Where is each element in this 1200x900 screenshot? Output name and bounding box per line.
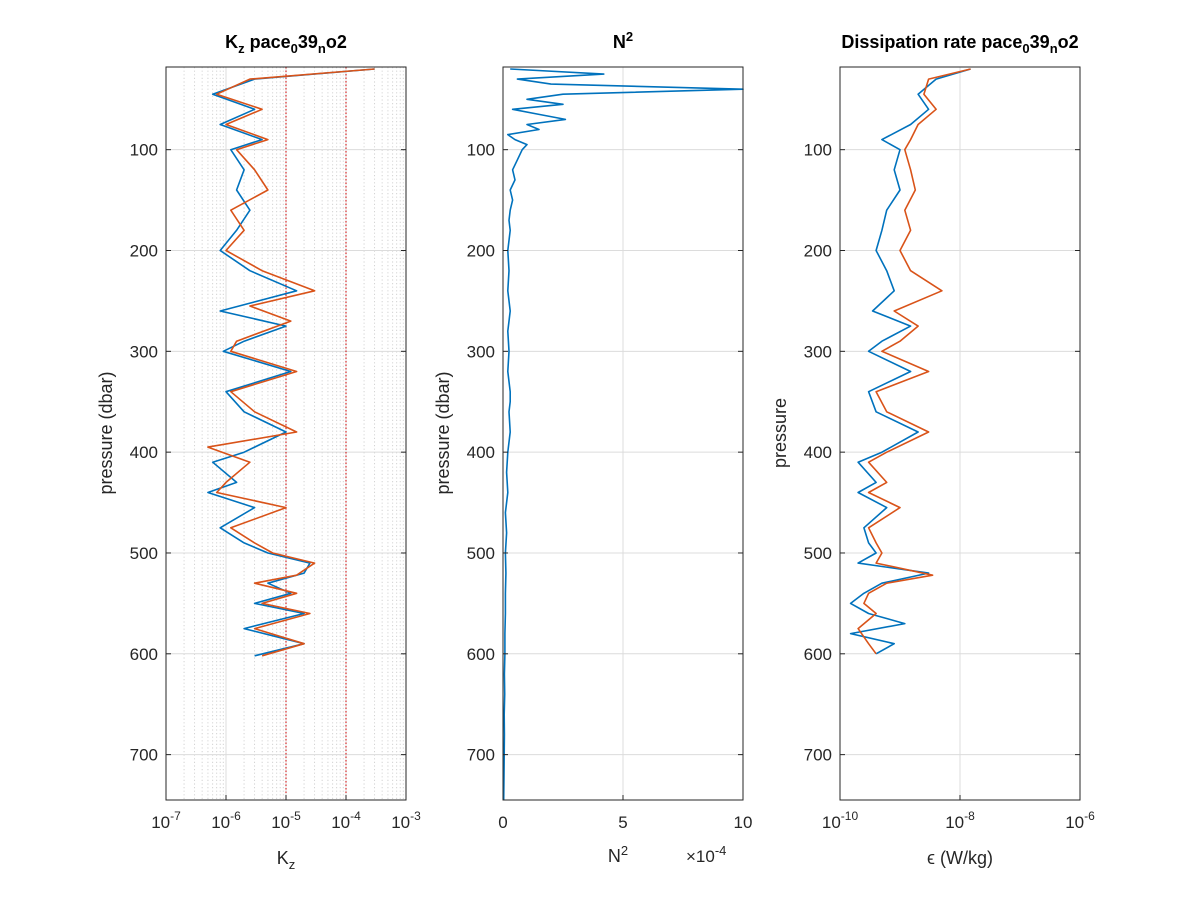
dissipation-y-tick-label: 500 — [804, 544, 832, 563]
kz-x-tick-label: 10-6 — [211, 809, 241, 832]
dissipation-y-tick-label: 600 — [804, 645, 832, 664]
kz-x-tick-labels: 10-7 10-6 10-5 10-4 10-3 — [151, 795, 421, 832]
dissipation-y-tick-label: 300 — [804, 342, 832, 361]
n2-panel: N2 0 5 10 100 200 300 400 500 600 700 N2 ×10-4 p… — [433, 29, 752, 866]
kz-x-tick-label: 10-5 — [271, 809, 301, 832]
dissipation-x-tick-labels: 10-10 10-8 10-6 — [822, 795, 1095, 832]
kz-y-tick-label: 100 — [130, 141, 158, 160]
dissipation-series-lines — [849, 68, 971, 655]
kz-y-tick-label: 300 — [130, 342, 158, 361]
kz-panel: Kz pace039no2 10-7 10-6 10-5 10-4 10-3 100 20… — [96, 32, 421, 872]
dissipation-x-tick-label: 10-10 — [822, 809, 859, 832]
n2-x-tick-label: 5 — [618, 813, 627, 832]
kz-y-tick-label: 700 — [130, 746, 158, 765]
dissipation-y-tick-label: 700 — [804, 746, 832, 765]
n2-y-tick-label: 100 — [467, 141, 495, 160]
dissipation-y-tick-label: 200 — [804, 242, 832, 261]
n2-x-axis-label: N2 — [608, 843, 628, 866]
n2-y-tick-label: 400 — [467, 443, 495, 462]
kz-series-2-line — [207, 68, 375, 657]
kz-y-tick-labels: 100 200 300 400 500 600 700 — [130, 141, 406, 765]
dissipation-x-axis-label: ϵ (W/kg) — [927, 848, 993, 868]
n2-x-tick-label: 10 — [734, 813, 753, 832]
dissipation-series-1-line — [849, 68, 971, 655]
dissipation-series-2-line — [857, 68, 971, 655]
kz-y-tick-label: 200 — [130, 242, 158, 261]
n2-grid — [503, 67, 743, 800]
n2-y-tick-label: 600 — [467, 645, 495, 664]
n2-series-1-line — [502, 68, 744, 801]
dissipation-y-tick-label: 400 — [804, 443, 832, 462]
kz-x-tick-label: 10-7 — [151, 809, 181, 832]
dissipation-panel-title: Dissipation rate pace039no2 — [841, 32, 1078, 56]
n2-x-multiplier: ×10-4 — [686, 843, 726, 866]
dissipation-x-tick-label: 10-6 — [1065, 809, 1095, 832]
kz-series-lines — [207, 68, 375, 657]
n2-y-tick-label: 300 — [467, 342, 495, 361]
n2-y-tick-label: 700 — [467, 746, 495, 765]
n2-y-tick-labels: 100 200 300 400 500 600 700 — [467, 141, 743, 765]
dissipation-grid — [840, 67, 1080, 800]
kz-grid — [166, 67, 406, 800]
n2-y-axis-label: pressure (dbar) — [433, 371, 453, 494]
n2-panel-title: N2 — [613, 29, 633, 52]
kz-y-tick-label: 600 — [130, 645, 158, 664]
n2-y-tick-label: 500 — [467, 544, 495, 563]
n2-series-lines — [502, 68, 744, 801]
kz-panel-title: Kz pace039no2 — [225, 32, 347, 56]
dissipation-panel: Dissipation rate pace039no2 10-10 10-8 10-… — [770, 32, 1095, 868]
kz-y-tick-label: 500 — [130, 544, 158, 563]
kz-y-axis-label: pressure (dbar) — [96, 371, 116, 494]
kz-y-tick-label: 400 — [130, 443, 158, 462]
dissipation-x-tick-label: 10-8 — [945, 809, 975, 832]
dissipation-y-axis-label: pressure — [770, 398, 790, 468]
n2-x-tick-label: 0 — [498, 813, 507, 832]
kz-series-1-line — [207, 68, 375, 657]
kz-x-tick-label: 10-4 — [331, 809, 361, 832]
kz-x-tick-label: 10-3 — [391, 809, 421, 832]
dissipation-y-tick-label: 100 — [804, 141, 832, 160]
kz-x-axis-label: Kz — [277, 848, 296, 872]
n2-y-tick-label: 200 — [467, 242, 495, 261]
n2-x-tick-labels: 0 5 10 — [498, 795, 752, 832]
dissipation-y-tick-labels: 100 200 300 400 500 600 700 — [804, 141, 1080, 765]
